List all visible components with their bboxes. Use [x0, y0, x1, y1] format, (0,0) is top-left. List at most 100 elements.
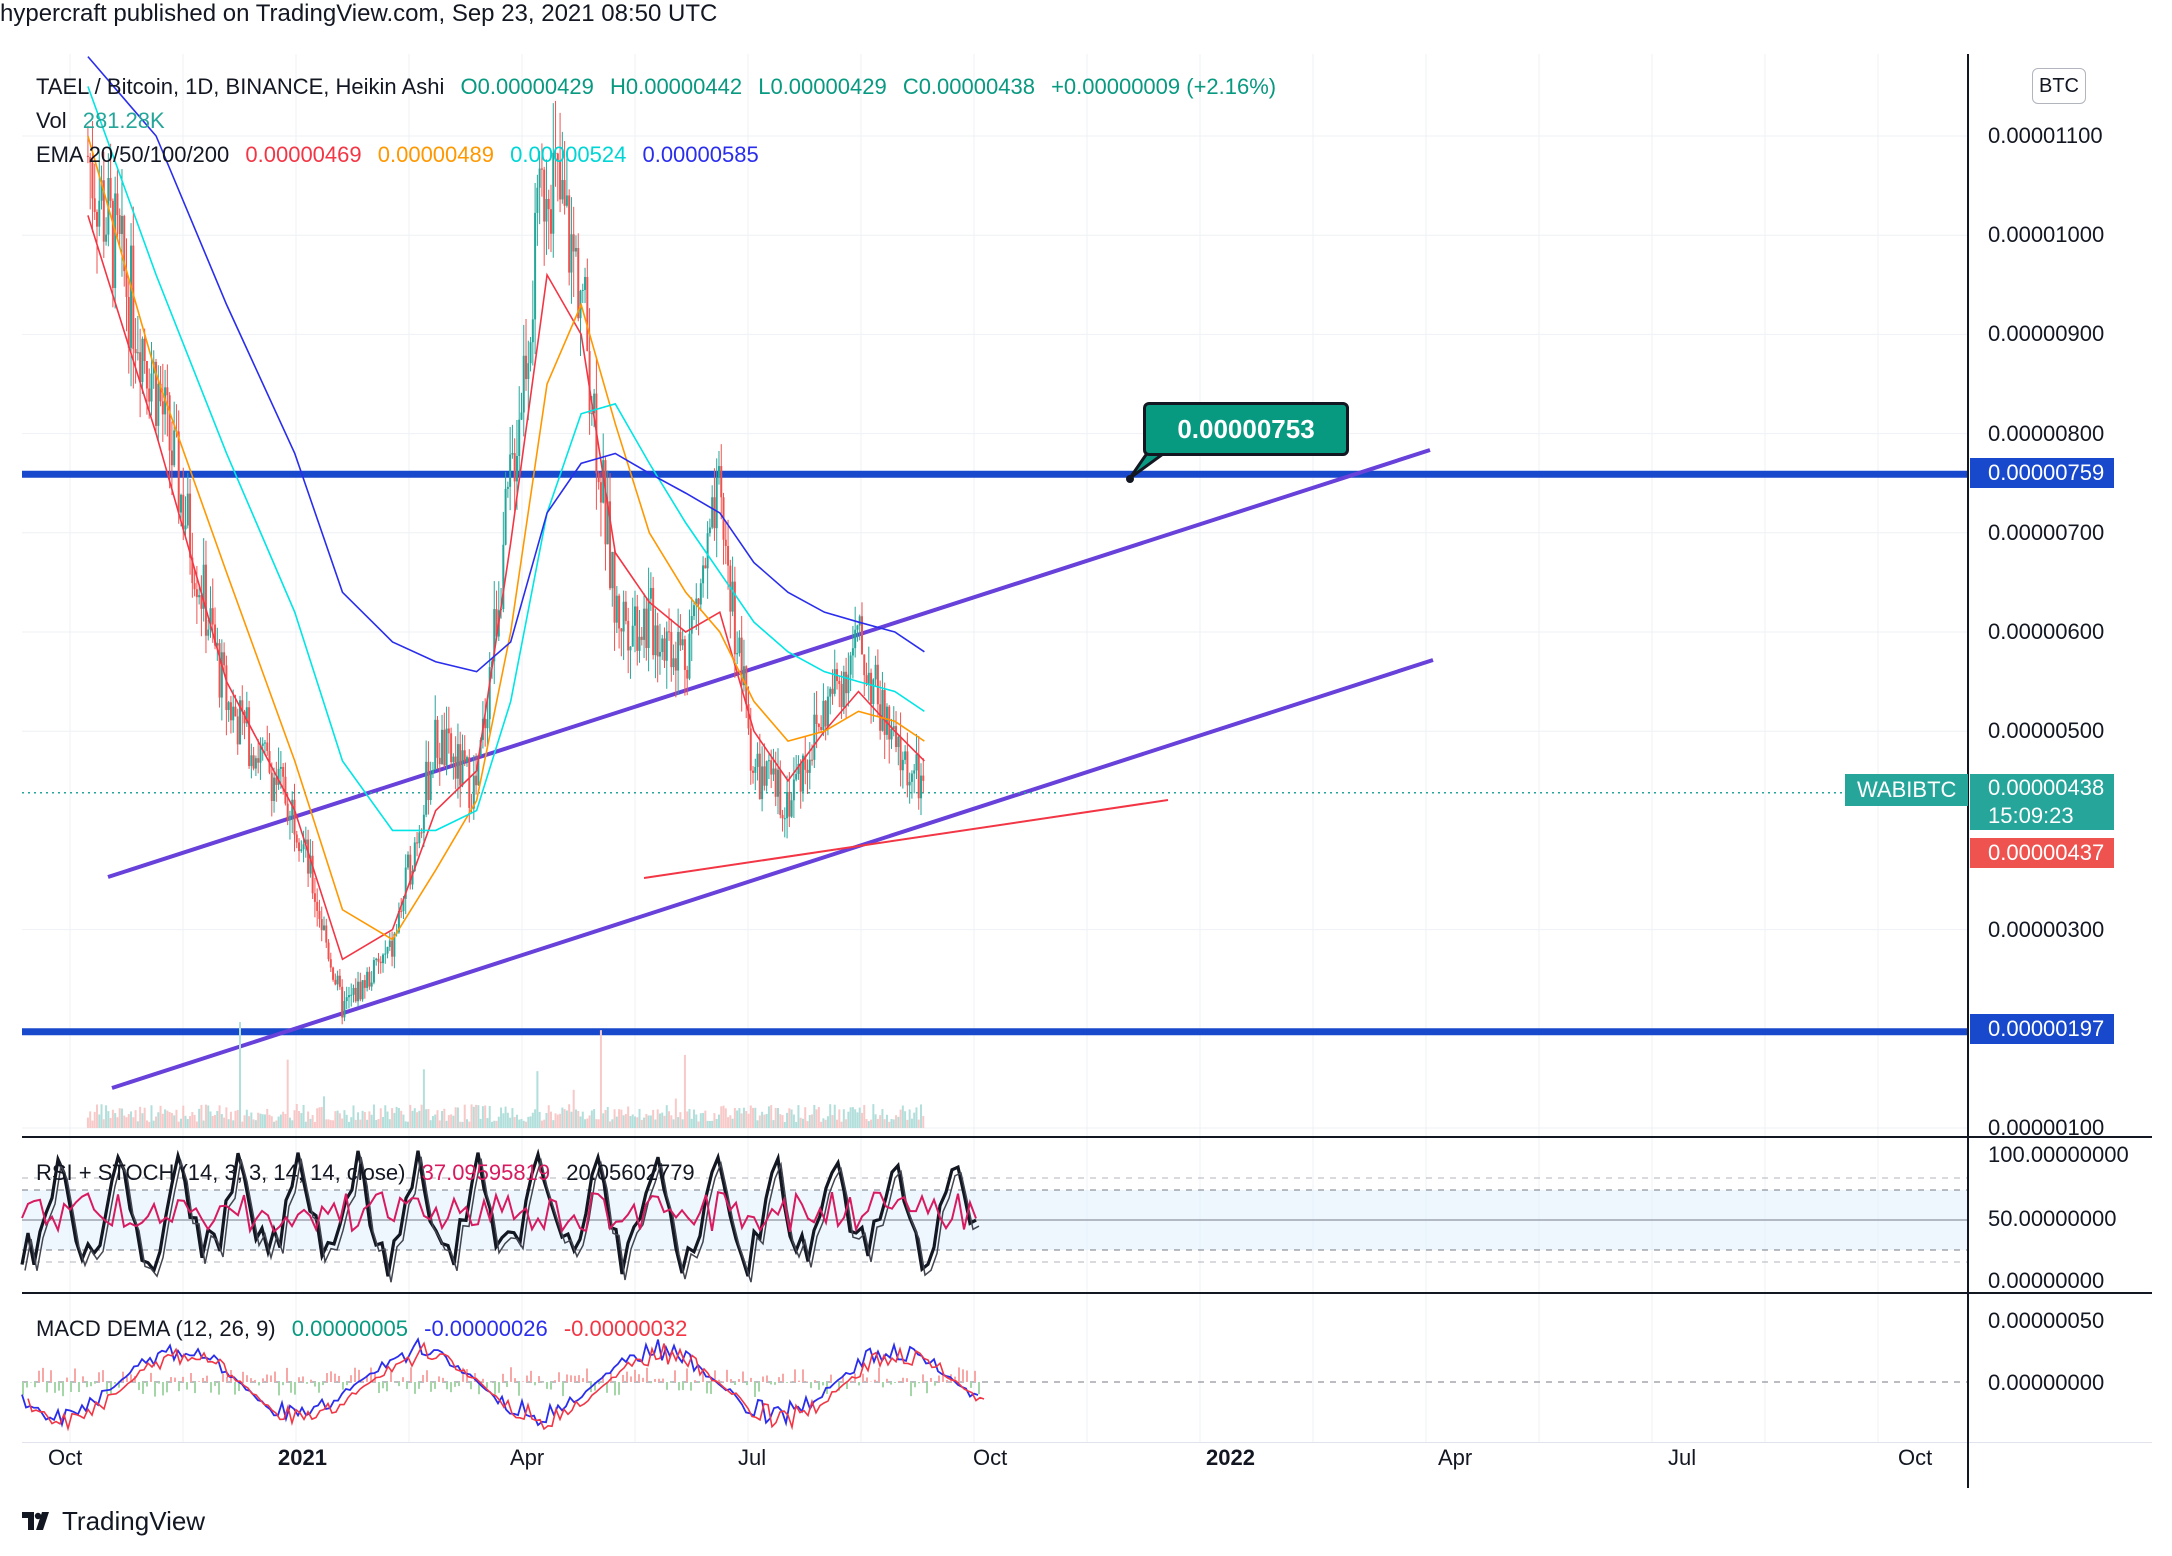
macd-histogram-bar [86, 1382, 88, 1388]
candle-body [790, 800, 793, 817]
volume-bar [888, 1121, 891, 1128]
macd-pane[interactable] [22, 1294, 1967, 1442]
candle-body [860, 616, 863, 655]
volume-bar [779, 1114, 782, 1128]
macd-histogram-bar [386, 1382, 388, 1392]
macd-histogram-bar [318, 1382, 320, 1393]
candle-body [293, 799, 296, 835]
macd-histogram-bar [150, 1372, 152, 1382]
volume-bar [727, 1117, 730, 1128]
time-axis-divider [22, 1442, 2152, 1443]
candle-body [252, 755, 255, 769]
volume-bar [302, 1104, 305, 1128]
volume-bar [343, 1110, 346, 1128]
candle-body [320, 919, 323, 931]
stoch-k-line [20, 1148, 977, 1277]
candle-body [95, 211, 98, 227]
volume-bar [445, 1120, 448, 1128]
volume-bar [257, 1112, 260, 1128]
pane-divider[interactable] [22, 1136, 2152, 1138]
pane-divider[interactable] [22, 1292, 2152, 1294]
candle-body [897, 736, 900, 748]
macd-histogram-bar [818, 1382, 820, 1390]
macd-histogram-bar [798, 1380, 800, 1382]
macd-legend[interactable]: MACD DEMA (12, 26, 9) 0.00000005 -0.0000… [36, 1316, 697, 1342]
last-price-tag: 0.00000438 15:09:23 [1970, 774, 2115, 830]
volume-bar [511, 1108, 514, 1128]
macd-histogram-bar [670, 1382, 672, 1383]
candle-body [883, 689, 886, 735]
macd-histogram-bar [730, 1379, 732, 1382]
candle-body [218, 643, 221, 698]
macd-histogram-bar [650, 1382, 652, 1384]
candle-body [102, 180, 105, 242]
volume-bar [613, 1109, 616, 1128]
macd-histogram-bar [866, 1377, 868, 1382]
candle-body [472, 775, 475, 809]
volume-bar [584, 1119, 587, 1128]
candle-body [338, 975, 341, 987]
volume-bar [609, 1121, 612, 1128]
candle-body [652, 587, 655, 656]
macd-histogram-bar [226, 1376, 228, 1382]
macd-histogram-bar [34, 1382, 36, 1388]
volume-bar [674, 1098, 677, 1128]
candle-body [622, 601, 625, 632]
volume-bar [486, 1118, 489, 1128]
macd-histogram-bar [762, 1376, 764, 1382]
volume-bar [472, 1106, 475, 1128]
volume-legend[interactable]: Vol 281.28K [36, 108, 175, 134]
candle-body [847, 674, 850, 694]
volume-bar [234, 1110, 237, 1128]
volume-bar [216, 1111, 219, 1128]
candle-body [279, 766, 282, 769]
candle-body [892, 726, 895, 730]
candle-body [361, 980, 364, 1000]
volume-bar [198, 1108, 201, 1128]
macd-histogram-bar [930, 1377, 932, 1382]
symbol-legend[interactable]: TAEL / Bitcoin, 1D, BINANCE, Heikin Ashi… [36, 74, 1286, 100]
volume-bar [450, 1114, 453, 1128]
volume-bar [107, 1111, 110, 1128]
candle-body [665, 631, 668, 661]
volume-bar [456, 1107, 459, 1128]
volume-bar [266, 1108, 269, 1128]
volume-bar [622, 1115, 625, 1128]
volume-bar [829, 1104, 832, 1128]
volume-bar [690, 1118, 693, 1128]
macd-histogram-bar [582, 1378, 584, 1382]
macd-histogram-bar [162, 1382, 164, 1396]
volume-bar [307, 1111, 310, 1128]
macd-histogram-bar [478, 1382, 480, 1395]
ema-legend[interactable]: EMA 20/50/100/200 0.00000469 0.00000489 … [36, 142, 769, 168]
rsi-legend[interactable]: RSI + STOCH (14, 3, 3, 14, 14, close) 37… [36, 1160, 705, 1186]
volume-bar [100, 1104, 103, 1128]
price-callout[interactable]: 0.00000753 [1143, 402, 1349, 456]
currency-badge[interactable]: BTC [2032, 68, 2086, 104]
candle-body [86, 155, 89, 158]
macd-histogram-bar [250, 1378, 252, 1382]
price-axis-label: 0.00000700 [1988, 519, 2105, 545]
volume-bar [436, 1110, 439, 1128]
volume-bar [636, 1117, 639, 1128]
volume-bar [817, 1107, 820, 1128]
candle-body [198, 595, 201, 598]
volume-bar [259, 1113, 262, 1128]
volume-bar [733, 1108, 736, 1128]
volume-bar [322, 1096, 325, 1128]
volume-bar [377, 1118, 380, 1128]
macd-histogram-bar [330, 1371, 332, 1382]
candle-body [195, 589, 198, 598]
macd-histogram-bar [782, 1373, 784, 1382]
candle-body [286, 803, 289, 821]
macd-histogram-bar [750, 1377, 752, 1382]
candle-body [313, 893, 316, 902]
macd-signal-line [27, 1341, 985, 1432]
volume-bar [563, 1109, 566, 1128]
macd-histogram-bar [786, 1382, 788, 1383]
tradingview-logo[interactable]: TradingView [22, 1506, 205, 1537]
prev-close-tag: 0.00000437 [1970, 838, 2115, 868]
candle-body [350, 994, 353, 996]
volume-bar [543, 1119, 546, 1128]
